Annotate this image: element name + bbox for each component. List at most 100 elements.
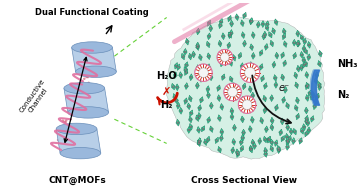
- Circle shape: [185, 69, 187, 71]
- Polygon shape: [305, 60, 307, 64]
- Polygon shape: [306, 119, 310, 126]
- Polygon shape: [177, 64, 180, 70]
- Polygon shape: [302, 57, 306, 64]
- Polygon shape: [272, 28, 274, 31]
- Polygon shape: [252, 139, 254, 143]
- Polygon shape: [306, 82, 309, 89]
- Circle shape: [197, 30, 199, 33]
- Circle shape: [318, 63, 321, 65]
- Polygon shape: [296, 65, 300, 72]
- Circle shape: [208, 55, 210, 57]
- Circle shape: [199, 107, 201, 109]
- Polygon shape: [275, 19, 277, 22]
- Ellipse shape: [60, 147, 101, 159]
- Polygon shape: [252, 143, 257, 149]
- Circle shape: [314, 105, 316, 107]
- Polygon shape: [229, 20, 234, 27]
- Polygon shape: [287, 143, 289, 147]
- Polygon shape: [182, 53, 184, 57]
- Polygon shape: [175, 84, 179, 91]
- Circle shape: [176, 86, 178, 88]
- Polygon shape: [315, 72, 319, 79]
- Polygon shape: [251, 44, 252, 47]
- Polygon shape: [177, 102, 180, 106]
- Polygon shape: [220, 135, 223, 138]
- Polygon shape: [280, 118, 284, 125]
- Polygon shape: [267, 137, 271, 143]
- Circle shape: [207, 44, 209, 46]
- Polygon shape: [306, 115, 308, 119]
- Polygon shape: [283, 97, 285, 100]
- Circle shape: [250, 149, 252, 151]
- Circle shape: [70, 126, 73, 129]
- Polygon shape: [173, 94, 175, 97]
- Polygon shape: [280, 129, 282, 132]
- Polygon shape: [317, 93, 319, 96]
- Polygon shape: [196, 44, 199, 47]
- Circle shape: [180, 110, 182, 112]
- Circle shape: [205, 141, 206, 143]
- Polygon shape: [179, 107, 183, 114]
- Polygon shape: [306, 130, 308, 134]
- Polygon shape: [230, 113, 234, 120]
- Polygon shape: [196, 28, 200, 35]
- Circle shape: [252, 106, 254, 108]
- Polygon shape: [228, 32, 232, 39]
- Circle shape: [249, 73, 251, 75]
- Polygon shape: [288, 139, 289, 142]
- Polygon shape: [281, 74, 284, 77]
- Polygon shape: [265, 151, 266, 154]
- Polygon shape: [308, 127, 310, 130]
- Circle shape: [233, 85, 235, 87]
- Polygon shape: [230, 20, 233, 24]
- Polygon shape: [283, 87, 288, 93]
- Polygon shape: [218, 95, 220, 98]
- Polygon shape: [308, 90, 312, 96]
- Circle shape: [295, 107, 297, 109]
- Polygon shape: [286, 124, 290, 131]
- Polygon shape: [264, 107, 266, 110]
- Polygon shape: [204, 139, 208, 146]
- Circle shape: [306, 133, 307, 135]
- Polygon shape: [305, 83, 309, 90]
- Polygon shape: [264, 126, 269, 133]
- Polygon shape: [241, 103, 245, 109]
- Circle shape: [306, 74, 308, 76]
- Polygon shape: [248, 71, 252, 78]
- Polygon shape: [229, 76, 233, 83]
- Polygon shape: [198, 112, 200, 116]
- Polygon shape: [304, 48, 308, 55]
- Circle shape: [280, 132, 282, 133]
- Polygon shape: [261, 64, 262, 67]
- Circle shape: [220, 21, 222, 23]
- Polygon shape: [189, 95, 191, 99]
- Polygon shape: [315, 78, 317, 81]
- Polygon shape: [206, 86, 210, 93]
- Polygon shape: [230, 30, 232, 33]
- Ellipse shape: [56, 123, 97, 135]
- Circle shape: [237, 153, 239, 155]
- Polygon shape: [177, 119, 179, 123]
- Polygon shape: [300, 51, 303, 55]
- Polygon shape: [236, 149, 238, 152]
- Polygon shape: [197, 42, 199, 46]
- Polygon shape: [210, 25, 212, 28]
- Polygon shape: [294, 72, 297, 75]
- Circle shape: [243, 132, 244, 134]
- Polygon shape: [243, 83, 245, 86]
- Circle shape: [245, 67, 255, 78]
- Text: CNT@MOFs: CNT@MOFs: [48, 176, 106, 185]
- Polygon shape: [201, 75, 202, 79]
- Polygon shape: [256, 21, 260, 28]
- Circle shape: [57, 139, 59, 141]
- Circle shape: [233, 141, 235, 143]
- Polygon shape: [303, 38, 307, 45]
- Circle shape: [286, 146, 289, 148]
- Polygon shape: [277, 147, 281, 154]
- Polygon shape: [300, 64, 302, 68]
- Circle shape: [265, 85, 266, 87]
- Polygon shape: [284, 60, 286, 63]
- Polygon shape: [233, 83, 235, 86]
- Polygon shape: [249, 86, 251, 89]
- Polygon shape: [316, 72, 318, 75]
